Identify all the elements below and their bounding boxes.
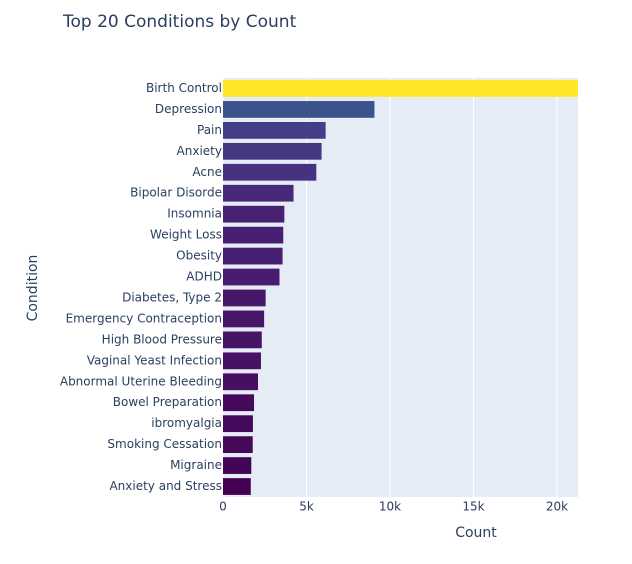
- y-tick-label: Vaginal Yeast Infection: [87, 353, 222, 367]
- y-tick-label: Acne: [192, 165, 222, 179]
- bar: [223, 289, 266, 307]
- y-tick-label: Anxiety: [177, 144, 222, 158]
- y-tick-label: ibromyalgia: [151, 416, 222, 430]
- x-tick-label: 5k: [299, 500, 314, 514]
- bar: [223, 101, 375, 118]
- bar: [223, 121, 326, 139]
- bar: [223, 142, 322, 160]
- bar: [223, 80, 578, 97]
- y-tick-label: Depression: [155, 102, 222, 116]
- x-axis-label: Count: [455, 525, 497, 541]
- y-axis-label: Condition: [25, 255, 41, 322]
- y-tick-label: ADHD: [186, 270, 222, 284]
- x-tick-label: 10k: [379, 500, 401, 514]
- y-tick-label: Anxiety and Stress: [109, 479, 222, 493]
- bar: [223, 415, 253, 433]
- bar: [223, 226, 284, 244]
- y-tick-label: Insomnia: [167, 207, 222, 221]
- x-tick-label: 15k: [462, 500, 484, 514]
- y-tick-label: Bipolar Disorde: [130, 186, 222, 200]
- bar: [223, 331, 262, 349]
- chart-title: Top 20 Conditions by Count: [62, 12, 297, 32]
- y-tick-label: Diabetes, Type 2: [122, 290, 222, 304]
- bar: [223, 247, 283, 265]
- bar: [223, 268, 280, 286]
- bar: [223, 310, 265, 328]
- bar: [223, 436, 253, 454]
- y-tick-label: Birth Control: [146, 81, 222, 95]
- y-tick-label: Emergency Contraception: [66, 311, 222, 325]
- bars: [223, 80, 578, 495]
- bar: [223, 352, 261, 370]
- y-tick-label: Abnormal Uterine Bleeding: [60, 374, 222, 388]
- plot-area: [223, 78, 578, 497]
- y-tick-label: Smoking Cessation: [107, 437, 222, 451]
- bar: [223, 163, 317, 181]
- bar: [223, 373, 258, 391]
- y-tick-label: High Blood Pressure: [102, 332, 222, 346]
- bar: [223, 478, 251, 495]
- bar: [223, 205, 285, 223]
- x-tick-label: 0: [219, 500, 227, 514]
- bar: [223, 184, 294, 202]
- y-tick-label: Weight Loss: [150, 228, 222, 242]
- y-tick-label: Obesity: [176, 249, 222, 263]
- y-tick-label: Bowel Preparation: [113, 395, 222, 409]
- bar: [223, 394, 255, 412]
- x-tick-label: 20k: [546, 500, 568, 514]
- y-tick-label: Migraine: [170, 458, 222, 472]
- y-tick-label: Pain: [197, 123, 222, 137]
- bar: [223, 457, 252, 474]
